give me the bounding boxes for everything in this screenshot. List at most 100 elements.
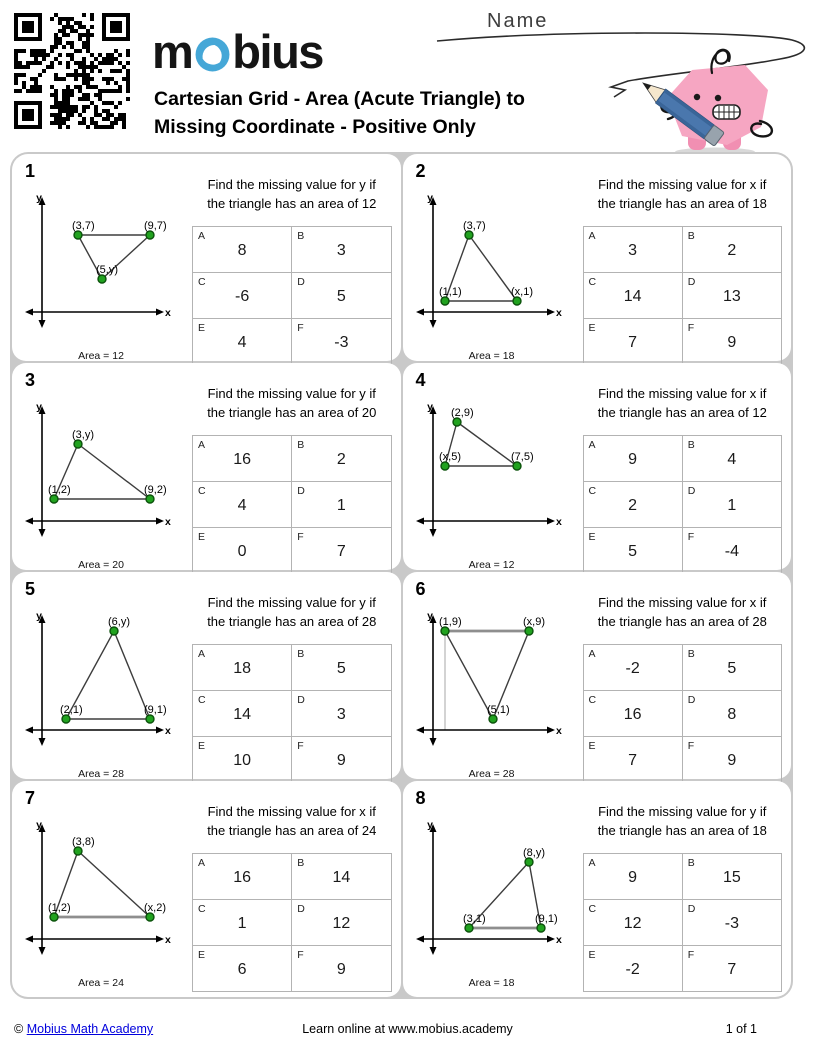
svg-text:(6,y): (6,y) [108, 616, 130, 628]
title-line-1: Cartesian Grid - Area (Acute Triangle) t… [154, 88, 525, 110]
svg-text:(3,8): (3,8) [72, 836, 95, 848]
svg-text:y: y [36, 192, 42, 204]
svg-text:(3,y): (3,y) [72, 429, 94, 441]
options-table: A 16 B 14 C 1 D 12 E 6 F 9 [191, 852, 392, 992]
option-value: 12 [332, 915, 351, 933]
triangle-graph: y x (3,y) (1,2) (9,2) [25, 401, 171, 537]
svg-text:(x,5): (x,5) [439, 451, 461, 463]
option-cell-D: D 13 [681, 271, 783, 319]
mobius-swirl-icon [195, 37, 230, 72]
option-value: 1 [336, 497, 346, 515]
option-cell-E: E -2 [582, 944, 683, 992]
option-value: 9 [628, 451, 638, 469]
mobius-logo: m bius [152, 24, 324, 79]
question-text: Find the missing value for x if the trian… [597, 386, 767, 420]
option-letter: D [687, 484, 696, 497]
option-value: 0 [237, 543, 247, 561]
option-value: 3 [336, 242, 346, 260]
option-cell-A: A -2 [582, 643, 683, 691]
option-cell-C: C -6 [191, 271, 293, 319]
option-value: 7 [628, 752, 638, 770]
option-letter: C [588, 902, 597, 915]
option-value: 4 [237, 334, 247, 352]
question-text: Find the missing value for x if the trian… [597, 595, 767, 629]
svg-text:x: x [556, 307, 562, 319]
option-letter: E [588, 321, 596, 334]
options-table: A 8 B 3 C -6 D 5 E 4 F -3 [191, 225, 392, 365]
svg-text:(x,2): (x,2) [144, 902, 166, 914]
antenna-curl [710, 48, 731, 75]
mascot-eye-left [693, 93, 701, 101]
triangle-graph: y x (1,9) (x,9) (5,1) [415, 610, 562, 746]
mascot-body [667, 65, 768, 145]
problem-number: 6 [415, 579, 426, 599]
svg-text:(x,1): (x,1) [511, 286, 533, 298]
logo-text-suffix: bius [232, 25, 324, 78]
svg-text:y: y [36, 401, 42, 413]
option-letter: C [198, 275, 206, 288]
problem-card: 1 y x (3,7) (9,7) (5,y) Area = 12 Find the m… [12, 154, 401, 365]
option-letter: C [588, 484, 597, 497]
svg-text:y: y [36, 819, 42, 831]
option-cell-C: C 14 [582, 271, 683, 319]
option-cell-F: F -4 [681, 526, 783, 574]
mobius-academy-link[interactable]: Mobius Math Academy [26, 1022, 154, 1036]
option-letter: B [687, 438, 695, 451]
svg-text:(3,7): (3,7) [463, 220, 486, 232]
option-cell-D: D 12 [291, 898, 392, 946]
option-cell-E: E 10 [191, 735, 293, 783]
svg-text:(1,1): (1,1) [439, 286, 462, 298]
option-value: -4 [724, 543, 739, 561]
svg-text:(x,9): (x,9) [523, 616, 545, 628]
option-value: 5 [727, 660, 737, 678]
option-letter: B [687, 229, 695, 242]
problem-number: 4 [415, 370, 426, 390]
option-value: 7 [336, 543, 346, 561]
option-cell-B: B 14 [291, 852, 392, 900]
option-letter: C [198, 484, 206, 497]
triangle-graph: y x (3,8) (1,2) (x,2) [25, 819, 171, 955]
option-letter: C [588, 275, 597, 288]
svg-text:(3,1): (3,1) [463, 913, 486, 925]
options-table: A 18 B 5 C 14 D 3 E 10 F 9 [191, 643, 392, 783]
copyright: © Mobius Math Academy [14, 1022, 154, 1036]
option-letter: E [588, 739, 596, 752]
area-label: Area = 24 [78, 977, 124, 989]
page-number: 1 of 1 [725, 1022, 757, 1036]
option-letter: F [297, 321, 304, 334]
svg-text:(2,1): (2,1) [60, 704, 83, 716]
svg-text:(1,9): (1,9) [439, 616, 462, 628]
option-value: 12 [623, 915, 642, 933]
problem-card: 8 y x (8,y) (3,1) (9,1) Area = 18 Find the m… [402, 781, 791, 997]
area-label: Area = 12 [468, 559, 515, 571]
option-letter: E [198, 948, 206, 961]
problem-card: 2 y x (3,7) (1,1) (x,1) Area = 18 Find the m… [402, 154, 791, 365]
svg-text:y: y [427, 610, 433, 622]
option-cell-B: B 15 [681, 852, 783, 900]
area-label: Area = 18 [468, 350, 515, 362]
svg-text:x: x [556, 725, 562, 737]
option-letter: A [198, 438, 206, 451]
svg-text:(5,1): (5,1) [487, 704, 510, 716]
option-letter: B [297, 856, 305, 869]
footer-center-text: Learn online at www.mobius.academy [302, 1022, 513, 1036]
svg-text:(9,7): (9,7) [144, 220, 167, 232]
option-cell-A: A 18 [191, 643, 293, 691]
option-letter: E [198, 530, 206, 543]
option-value: -3 [724, 915, 739, 933]
svg-text:(9,2): (9,2) [144, 484, 167, 496]
option-value: 18 [233, 660, 252, 678]
